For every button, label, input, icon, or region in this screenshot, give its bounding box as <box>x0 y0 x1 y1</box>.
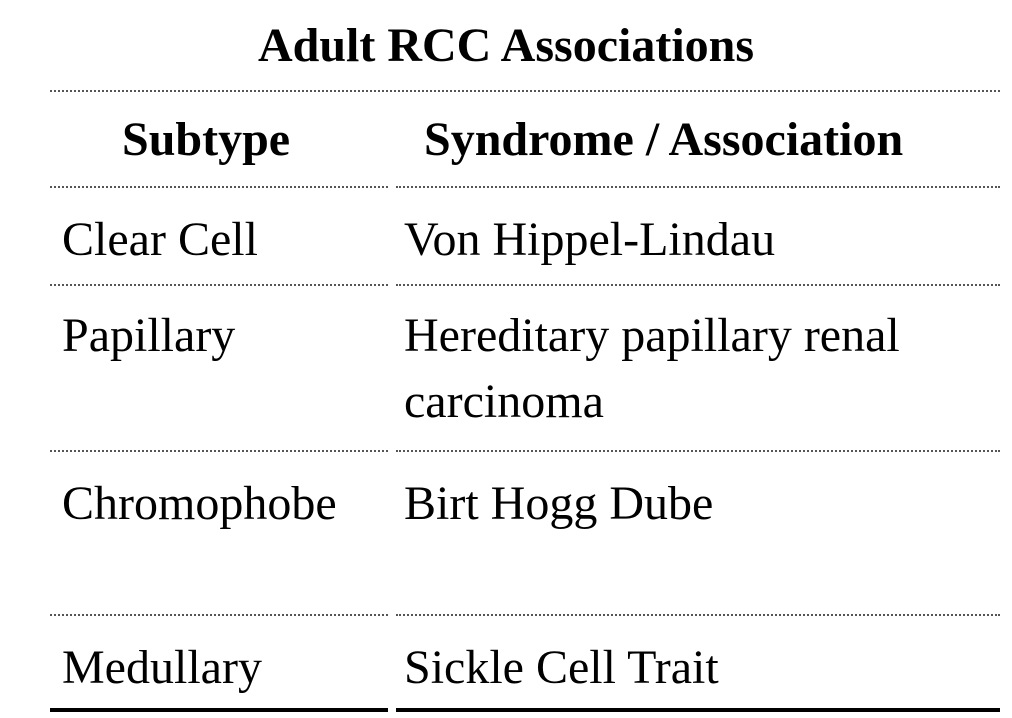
table-top-rule <box>50 90 1000 92</box>
cell-association: Von Hippel-Lindau <box>404 213 776 266</box>
table-bottom-rule-right <box>396 708 1000 712</box>
cell-association: Birt Hogg Dube <box>404 477 714 530</box>
cell-association-line-2: carcinoma <box>404 375 604 428</box>
header-rule-left <box>50 186 388 188</box>
row-divider <box>396 284 1000 286</box>
table-title: Adult RCC Associations <box>257 19 755 72</box>
cell-subtype: Papillary <box>62 309 236 362</box>
table-bottom-rule-left <box>50 708 388 712</box>
cell-association: Sickle Cell Trait <box>404 641 719 694</box>
row-divider <box>50 284 388 286</box>
cell-subtype: Chromophobe <box>62 477 337 530</box>
header-rule-right <box>396 186 1000 188</box>
row-divider <box>50 450 388 452</box>
row-divider <box>396 614 1000 616</box>
row-divider <box>50 614 388 616</box>
header-syndrome-association: Syndrome / Association <box>424 113 904 166</box>
header-subtype: Subtype <box>122 113 291 166</box>
cell-subtype: Medullary <box>62 641 262 694</box>
cell-association: Hereditary papillary renal <box>404 309 900 362</box>
cell-subtype: Clear Cell <box>62 213 258 266</box>
row-divider <box>396 450 1000 452</box>
